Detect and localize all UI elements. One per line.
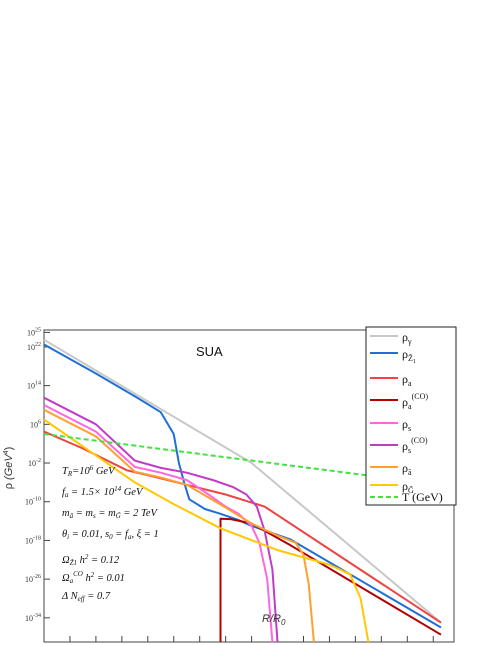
x-axis: 1010210310410510610710810910101011101210… <box>69 636 434 642</box>
legend-label-rho-a: ρa <box>402 372 412 388</box>
series-line-4 <box>43 404 274 643</box>
annotation-omega-z: ΩZ̃1 h2 = 0.12 <box>62 553 120 567</box>
y-tick-label: 1022 <box>27 342 41 352</box>
y-tick-label: 106 <box>30 419 41 429</box>
annotation-neff: Δ Neff = 0.7 <box>61 591 111 603</box>
series-line-0 <box>43 338 442 624</box>
annotation-tr: TR=106 GeV <box>62 464 116 478</box>
svg-text:ρ (GeV4): ρ (GeV4) <box>3 447 15 490</box>
y-tick-label: 10-10 <box>25 497 41 507</box>
legend-label-temperature: T (GeV) <box>402 490 443 504</box>
series-line-7 <box>43 418 370 643</box>
svg-text:R/R0: R/R0 <box>262 613 286 627</box>
legend-label-rho-s: ρs <box>402 417 411 433</box>
y-tick-label: 10-2 <box>28 458 41 468</box>
series-line-3 <box>219 517 442 642</box>
y-tick-label: 10-26 <box>25 574 41 584</box>
legend-box <box>365 326 457 506</box>
x-axis-title: R/R0 <box>262 613 286 627</box>
y-tick-label: 1025 <box>27 327 41 337</box>
legend: ργ ρZ̃1 ρa ρa(CO) ρs ρs(CO) ρã ρG̃ T (Ge… <box>365 326 457 506</box>
legend-label-rho-a-tilde: ρã <box>402 461 412 477</box>
parameter-annotations: TR=106 GeV fa = 1.5× 1014 GeV mã = ms = … <box>61 464 159 603</box>
y-axis-title: ρ (GeV4) <box>3 447 15 490</box>
plot-title: SUA <box>196 344 223 359</box>
legend-label-rho-gamma: ργ <box>402 330 412 346</box>
series-line-8 <box>43 433 442 486</box>
y-tick-label: 10-18 <box>25 535 41 545</box>
series-line-5 <box>43 396 279 643</box>
annotation-masses: mã = ms = mG̃ = 2 TeV <box>62 508 158 520</box>
annotation-omega-a: ΩaCO h2 = 0.01 <box>62 570 125 585</box>
series-line-6 <box>43 408 315 643</box>
y-tick-label: 1014 <box>27 381 41 391</box>
annotation-fa: fa = 1.5× 1014 GeV <box>62 485 144 499</box>
series-layer <box>43 338 442 643</box>
annotation-theta: θi = 0.01, s0 = fa, ξ = 1 <box>62 529 159 541</box>
y-axis: 1025 1022 1014 106 10-2 10-10 10-18 10-26 10-34 <box>25 327 50 623</box>
y-tick-label: 10-34 <box>25 613 41 623</box>
